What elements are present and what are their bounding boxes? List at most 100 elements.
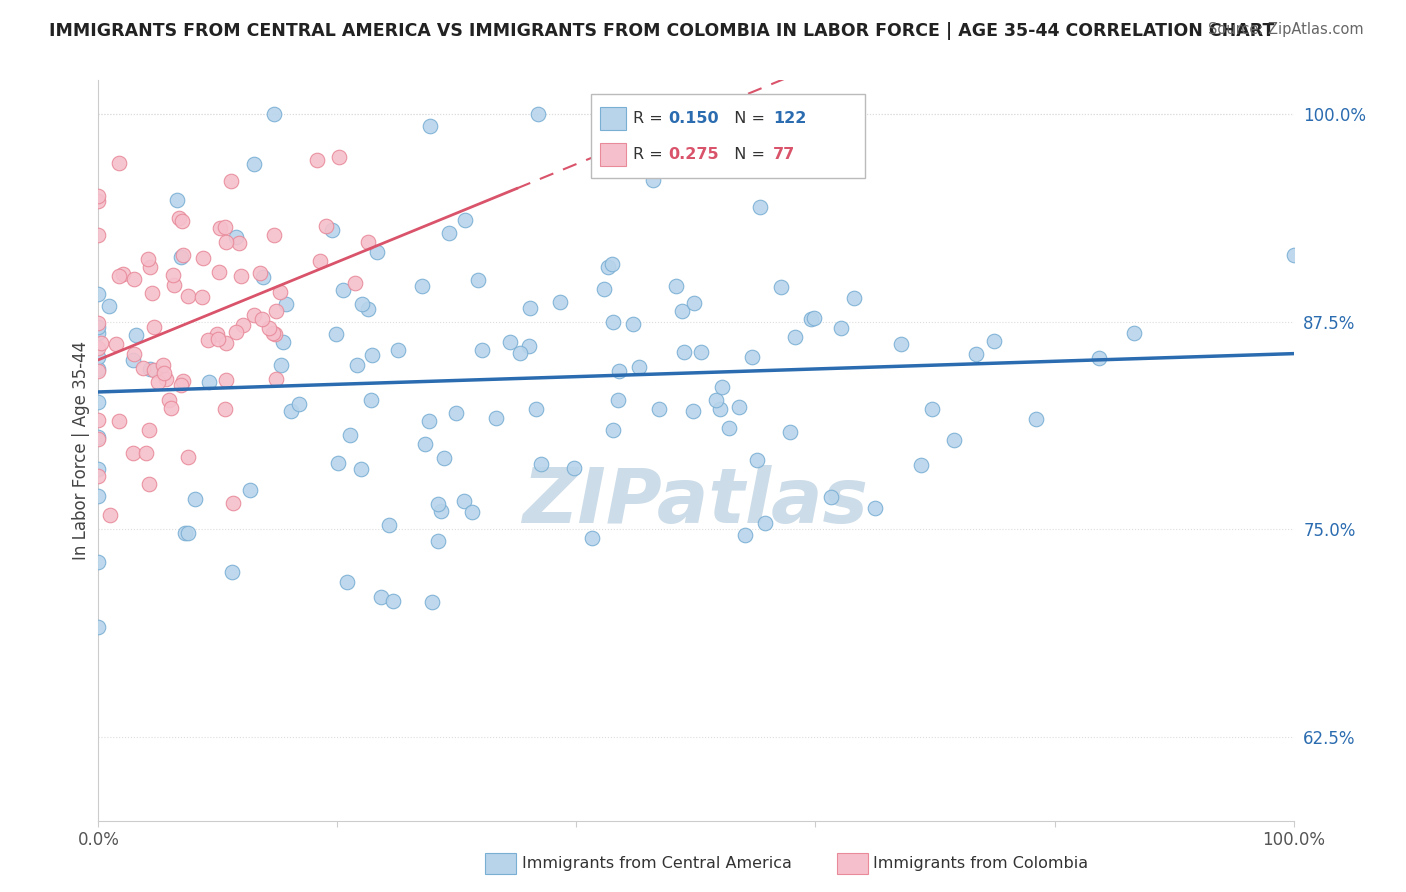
Point <box>550 294 572 309</box>
Point <box>184 491 207 506</box>
Point <box>87 326 110 341</box>
Point <box>519 339 541 353</box>
Point <box>602 315 624 329</box>
Point <box>485 411 508 425</box>
Point <box>346 358 368 372</box>
Point <box>910 458 932 472</box>
Point <box>160 401 183 416</box>
Point <box>124 347 146 361</box>
Point <box>842 291 865 305</box>
Point <box>711 380 734 394</box>
Point <box>214 220 236 235</box>
Point <box>162 268 184 283</box>
Point <box>153 366 176 380</box>
Point <box>288 397 311 411</box>
Point <box>222 496 245 510</box>
Point <box>229 268 252 283</box>
Point <box>427 497 450 511</box>
Point <box>163 277 186 292</box>
Point <box>270 359 292 373</box>
Point <box>141 286 163 301</box>
Point <box>87 320 110 334</box>
Point <box>87 432 110 446</box>
Point <box>326 456 349 470</box>
Point <box>527 106 550 120</box>
Point <box>207 332 229 346</box>
Point <box>87 413 110 427</box>
Point <box>169 377 191 392</box>
Point <box>125 327 148 342</box>
Point <box>177 450 200 465</box>
Point <box>138 361 160 376</box>
Point <box>519 301 541 315</box>
Point <box>232 318 254 333</box>
Point <box>228 236 250 251</box>
Point <box>87 362 110 376</box>
Point <box>453 213 475 227</box>
Point <box>121 445 143 459</box>
Point <box>87 364 110 378</box>
Point <box>745 453 768 467</box>
Point <box>332 283 354 297</box>
Point <box>280 404 302 418</box>
Point <box>87 287 110 301</box>
Point <box>111 267 134 281</box>
Point <box>155 372 177 386</box>
Point <box>104 337 127 351</box>
Point <box>166 193 188 207</box>
Point <box>607 364 630 378</box>
Point <box>734 528 756 542</box>
Point <box>148 375 170 389</box>
Point <box>315 219 337 234</box>
Point <box>198 376 221 390</box>
Point <box>754 516 776 531</box>
Point <box>621 317 644 331</box>
Point <box>863 500 886 515</box>
Point <box>219 174 242 188</box>
Text: ZIPatlas: ZIPatlas <box>523 466 869 540</box>
Point <box>321 223 343 237</box>
Point <box>581 531 603 545</box>
Point <box>107 156 129 170</box>
Point <box>641 173 664 187</box>
Point <box>598 260 620 275</box>
Point <box>239 483 262 498</box>
Point <box>152 358 174 372</box>
Point <box>343 276 366 290</box>
Point <box>87 430 110 444</box>
Point <box>264 327 287 342</box>
Point <box>741 350 763 364</box>
Point <box>215 235 238 250</box>
Point <box>336 575 359 590</box>
Point <box>461 505 484 519</box>
Point <box>135 446 157 460</box>
Point <box>471 343 494 358</box>
Point <box>800 312 823 326</box>
Point <box>769 280 792 294</box>
Point <box>305 153 328 168</box>
Point <box>243 157 266 171</box>
Point <box>87 341 110 355</box>
Point <box>87 461 110 475</box>
Point <box>87 194 110 209</box>
Point <box>209 221 232 235</box>
Point <box>467 273 489 287</box>
Point <box>172 248 194 262</box>
Point <box>249 266 271 280</box>
Point <box>252 269 274 284</box>
Point <box>124 271 146 285</box>
Point <box>257 321 280 335</box>
Point <box>983 334 1005 348</box>
Text: Immigrants from Colombia: Immigrants from Colombia <box>873 856 1088 871</box>
Point <box>683 296 706 310</box>
Point <box>387 343 409 357</box>
Point <box>215 335 238 350</box>
Point <box>704 393 727 408</box>
Point <box>965 347 987 361</box>
Point <box>921 401 943 416</box>
Point <box>411 279 433 293</box>
Point <box>193 251 215 265</box>
Point <box>350 297 373 311</box>
Point <box>167 211 190 226</box>
Point <box>606 392 628 407</box>
